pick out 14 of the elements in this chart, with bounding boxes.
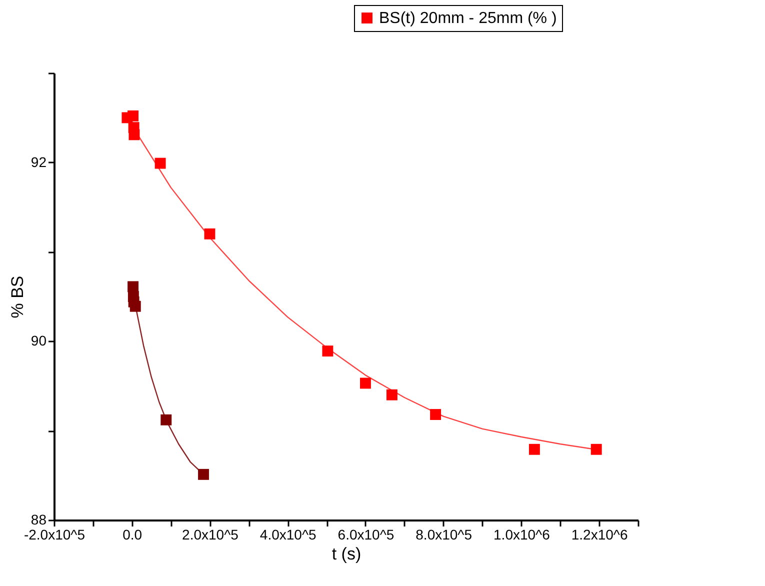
- y-tick-label: 88: [30, 512, 47, 528]
- x-tick-label: 1.2x10^6: [571, 526, 628, 542]
- x-tick-label: 6.0x10^5: [338, 526, 394, 542]
- legend-label: BS(t) 20mm - 25mm (% ): [379, 10, 557, 27]
- y-axis-title: % BS: [8, 276, 27, 318]
- x-tick-label: 2.0x10^5: [182, 526, 239, 542]
- x-tick-label: 4.0x10^5: [260, 526, 317, 542]
- y-tick-label: 90: [30, 332, 47, 349]
- x-tick-label: 0.0: [122, 526, 142, 542]
- x-axis-title: t (s): [332, 544, 362, 564]
- y-tick-label: 92: [30, 154, 47, 170]
- x-tick-label: 8.0x10^5: [416, 526, 472, 542]
- x-tick-label: 1.0x10^6: [494, 526, 550, 542]
- x-tick-label: -2.0x10^5: [24, 526, 86, 542]
